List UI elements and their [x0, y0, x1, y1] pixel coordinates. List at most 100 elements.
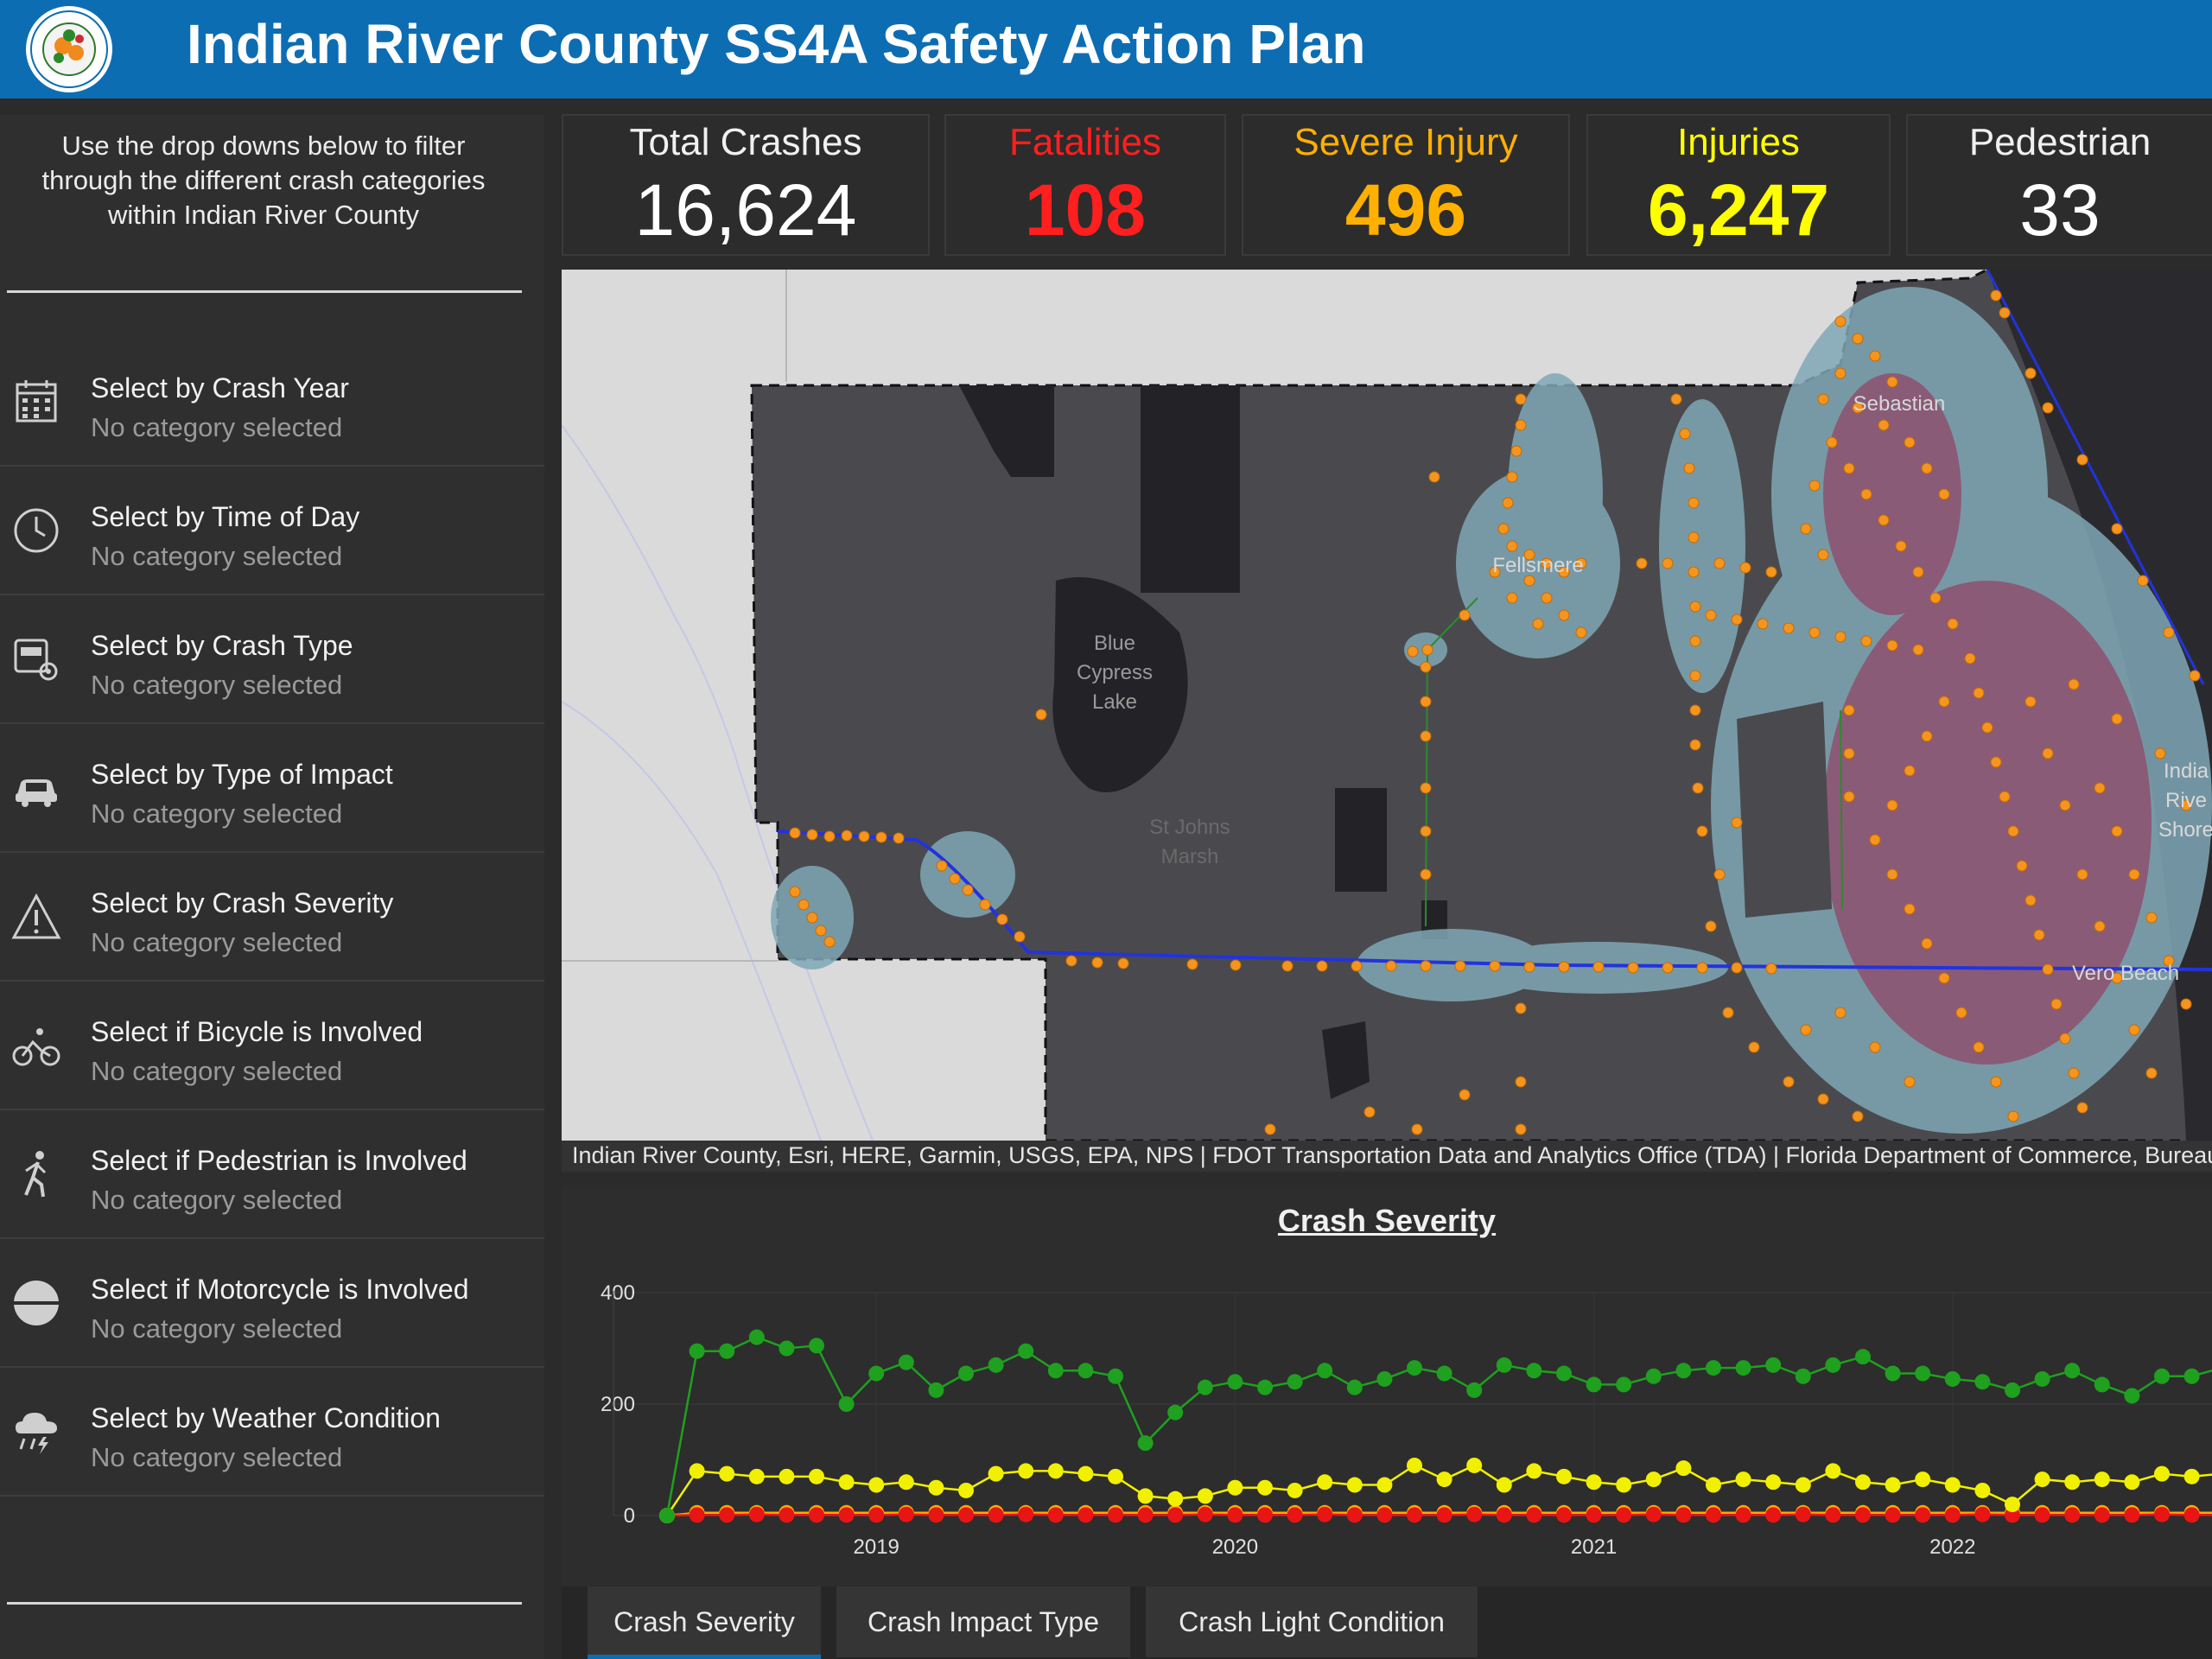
- data-point[interactable]: [2094, 1376, 2110, 1393]
- data-point[interactable]: [1167, 1404, 1184, 1421]
- data-point[interactable]: [2005, 1497, 2020, 1513]
- filter-crash-type[interactable]: Select by Crash Type No category selecte…: [0, 594, 544, 724]
- map-canvas[interactable]: Blue Cypress Lake St Johns Marsh Sebasti…: [562, 270, 2212, 1141]
- data-point[interactable]: [928, 1479, 944, 1496]
- data-point[interactable]: [2183, 1368, 2200, 1384]
- data-point[interactable]: [1167, 1491, 1184, 1507]
- data-point[interactable]: [1407, 1457, 1422, 1473]
- data-point[interactable]: [779, 1507, 795, 1523]
- data-point[interactable]: [2034, 1507, 2050, 1523]
- data-point[interactable]: [1616, 1507, 1632, 1523]
- data-point[interactable]: [1706, 1507, 1721, 1523]
- data-point[interactable]: [898, 1474, 914, 1491]
- data-point[interactable]: [2154, 1368, 2170, 1384]
- data-point[interactable]: [689, 1507, 705, 1523]
- tab-crash-impact-type[interactable]: Crash Impact Type: [836, 1586, 1130, 1657]
- data-point[interactable]: [1645, 1368, 1662, 1384]
- data-point[interactable]: [928, 1382, 944, 1398]
- crash-map[interactable]: Blue Cypress Lake St Johns Marsh Sebasti…: [562, 270, 2212, 1141]
- data-point[interactable]: [1287, 1374, 1303, 1390]
- data-point[interactable]: [1915, 1365, 1931, 1382]
- data-point[interactable]: [689, 1463, 705, 1479]
- data-point[interactable]: [1586, 1507, 1602, 1523]
- data-point[interactable]: [1645, 1471, 1662, 1488]
- filter-weather[interactable]: Select by Weather Condition No category …: [0, 1366, 544, 1497]
- crash-severity-chart[interactable]: 0 200 400 2019 2020 2021 2022: [562, 1187, 2212, 1586]
- data-point[interactable]: [1197, 1488, 1213, 1504]
- data-point[interactable]: [1855, 1507, 1871, 1523]
- data-point[interactable]: [1257, 1507, 1273, 1523]
- data-point[interactable]: [1915, 1507, 1931, 1523]
- data-point[interactable]: [1645, 1506, 1662, 1522]
- data-point[interactable]: [1885, 1365, 1901, 1382]
- data-point[interactable]: [689, 1343, 705, 1359]
- data-point[interactable]: [1496, 1507, 1512, 1523]
- data-point[interactable]: [1795, 1368, 1811, 1384]
- tab-crash-severity[interactable]: Crash Severity: [588, 1586, 821, 1659]
- data-point[interactable]: [2064, 1363, 2081, 1379]
- data-point[interactable]: [1616, 1376, 1632, 1393]
- data-point[interactable]: [1436, 1365, 1452, 1382]
- data-point[interactable]: [2005, 1382, 2020, 1398]
- data-point[interactable]: [2124, 1507, 2140, 1523]
- data-point[interactable]: [1227, 1507, 1243, 1523]
- data-point[interactable]: [2183, 1468, 2200, 1484]
- data-point[interactable]: [1974, 1482, 1991, 1498]
- data-point[interactable]: [988, 1507, 1004, 1523]
- data-point[interactable]: [1436, 1471, 1452, 1488]
- data-point[interactable]: [1765, 1507, 1782, 1523]
- data-point[interactable]: [1197, 1506, 1213, 1522]
- data-point[interactable]: [1197, 1379, 1213, 1395]
- data-point[interactable]: [1317, 1506, 1333, 1522]
- data-point[interactable]: [1795, 1477, 1811, 1493]
- data-point[interactable]: [659, 1508, 675, 1523]
- data-point[interactable]: [1526, 1507, 1542, 1523]
- data-point[interactable]: [1675, 1460, 1692, 1477]
- data-point[interactable]: [1077, 1363, 1094, 1379]
- data-point[interactable]: [1376, 1507, 1393, 1523]
- tab-crash-light-condition[interactable]: Crash Light Condition: [1146, 1586, 1478, 1657]
- data-point[interactable]: [1855, 1349, 1871, 1365]
- data-point[interactable]: [2034, 1471, 2050, 1488]
- data-point[interactable]: [1018, 1463, 1034, 1479]
- data-point[interactable]: [719, 1343, 735, 1359]
- data-point[interactable]: [1466, 1506, 1483, 1522]
- data-point[interactable]: [1108, 1507, 1123, 1523]
- data-point[interactable]: [1855, 1474, 1871, 1491]
- data-point[interactable]: [2124, 1388, 2140, 1404]
- data-point[interactable]: [719, 1465, 735, 1482]
- data-point[interactable]: [898, 1506, 914, 1522]
- data-point[interactable]: [868, 1507, 885, 1523]
- data-point[interactable]: [928, 1507, 944, 1523]
- data-point[interactable]: [838, 1474, 855, 1491]
- data-point[interactable]: [1706, 1477, 1721, 1493]
- data-point[interactable]: [1227, 1479, 1243, 1496]
- data-point[interactable]: [1706, 1360, 1721, 1376]
- data-point[interactable]: [1257, 1379, 1273, 1395]
- data-point[interactable]: [1466, 1457, 1483, 1473]
- data-point[interactable]: [1346, 1507, 1363, 1523]
- data-point[interactable]: [1795, 1506, 1811, 1522]
- data-point[interactable]: [1526, 1363, 1542, 1379]
- data-point[interactable]: [1735, 1471, 1751, 1488]
- data-point[interactable]: [2094, 1507, 2110, 1523]
- data-point[interactable]: [748, 1468, 765, 1484]
- data-point[interactable]: [2154, 1465, 2170, 1482]
- data-point[interactable]: [1137, 1435, 1154, 1452]
- data-point[interactable]: [988, 1465, 1004, 1482]
- data-point[interactable]: [1526, 1463, 1542, 1479]
- filter-crash-severity[interactable]: Select by Crash Severity No category sel…: [0, 851, 544, 982]
- data-point[interactable]: [1616, 1477, 1632, 1493]
- data-point[interactable]: [988, 1357, 1004, 1373]
- data-point[interactable]: [1376, 1477, 1393, 1493]
- data-point[interactable]: [2183, 1507, 2200, 1523]
- data-point[interactable]: [809, 1507, 824, 1523]
- data-point[interactable]: [1944, 1477, 1961, 1493]
- data-point[interactable]: [958, 1482, 974, 1498]
- data-point[interactable]: [1825, 1463, 1841, 1479]
- data-point[interactable]: [1556, 1468, 1572, 1484]
- data-point[interactable]: [779, 1468, 795, 1484]
- data-point[interactable]: [1407, 1360, 1422, 1376]
- data-point[interactable]: [1108, 1368, 1123, 1384]
- data-point[interactable]: [1556, 1365, 1572, 1382]
